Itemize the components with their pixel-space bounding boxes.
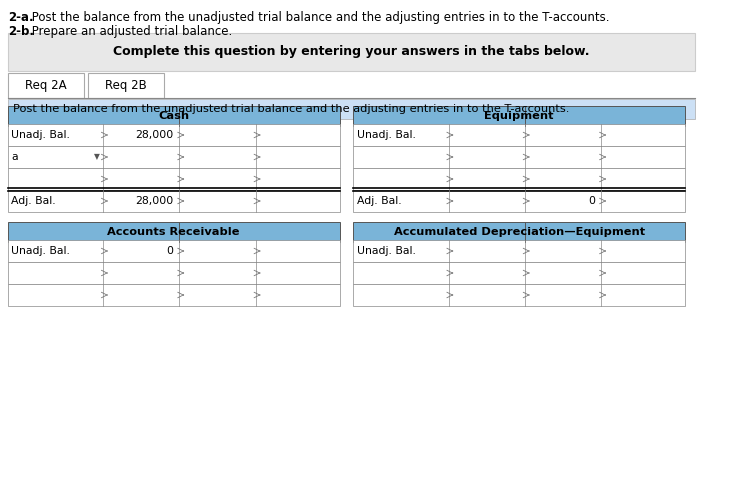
Text: 0: 0 (166, 246, 174, 256)
Bar (7, 168, 340, 190)
Bar (7, 33, 695, 71)
Text: Post the balance from the unadjusted trial balance and the adjusting entries in : Post the balance from the unadjusted tri… (28, 12, 609, 24)
Text: Equipment: Equipment (484, 111, 554, 121)
Text: 2-a.: 2-a. (7, 12, 33, 24)
Text: Req 2A: Req 2A (25, 79, 67, 92)
Bar (353, 124, 685, 146)
Bar (88, 73, 164, 98)
Bar (353, 284, 685, 306)
Bar (7, 146, 340, 168)
Text: a: a (12, 152, 18, 162)
Bar (353, 146, 685, 168)
Bar (353, 240, 685, 262)
Bar (353, 190, 685, 212)
Text: Req 2B: Req 2B (105, 79, 147, 92)
Bar (7, 284, 340, 306)
Bar (7, 99, 695, 119)
Bar (353, 222, 685, 242)
Text: Accounts Receivable: Accounts Receivable (107, 227, 240, 237)
Text: Prepare an adjusted trial balance.: Prepare an adjusted trial balance. (28, 25, 232, 38)
Text: 28,000: 28,000 (135, 130, 174, 140)
Text: Unadj. Bal.: Unadj. Bal. (12, 246, 71, 256)
Text: Cash: Cash (158, 111, 189, 121)
Text: Adj. Bal.: Adj. Bal. (357, 196, 402, 206)
Text: Complete this question by entering your answers in the tabs below.: Complete this question by entering your … (113, 46, 590, 58)
Bar (7, 240, 340, 262)
Text: Adj. Bal.: Adj. Bal. (12, 196, 56, 206)
Bar (7, 106, 340, 126)
Text: Unadj. Bal.: Unadj. Bal. (357, 246, 416, 256)
Bar (7, 262, 340, 284)
Bar (7, 190, 340, 212)
Text: 0: 0 (589, 196, 595, 206)
Bar (353, 168, 685, 190)
Bar (353, 262, 685, 284)
Bar (7, 222, 340, 242)
Bar (353, 106, 685, 126)
Text: Post the balance from the unadjusted trial balance and the adjusting entries in : Post the balance from the unadjusted tri… (13, 104, 570, 114)
Text: 28,000: 28,000 (135, 196, 174, 206)
Text: ▼: ▼ (93, 153, 99, 161)
Text: Unadj. Bal.: Unadj. Bal. (357, 130, 416, 140)
Text: Accumulated Depreciation—Equipment: Accumulated Depreciation—Equipment (394, 227, 645, 237)
Text: Unadj. Bal.: Unadj. Bal. (12, 130, 71, 140)
Bar (7, 124, 340, 146)
Text: 2-b.: 2-b. (7, 25, 34, 38)
Bar (7, 73, 84, 98)
